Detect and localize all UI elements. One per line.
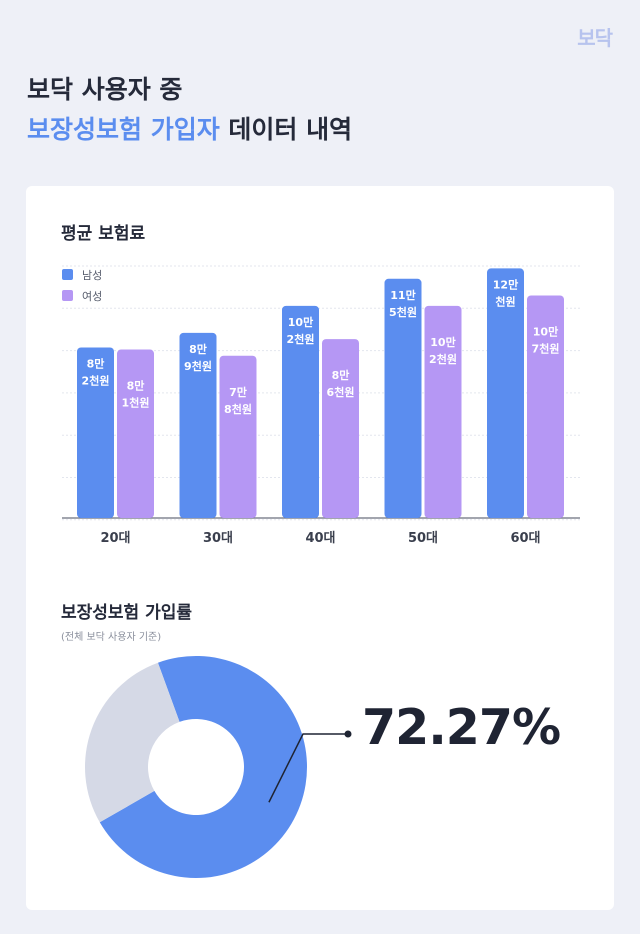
bar-value-label: 천원 (495, 294, 515, 308)
legend-item-female: 여성 (62, 285, 102, 306)
headline-accent: 보장성보험 가입자 (27, 115, 220, 144)
bar-value-label: 8만 (189, 342, 207, 356)
coverage-percentage: 72.27% (362, 699, 561, 756)
donut-slice-rest (84, 662, 180, 823)
bar-value-label: 10만 (533, 324, 558, 338)
donut-chart-subtitle: (전체 보닥 사용자 기준) (61, 632, 162, 643)
content-card: 평균 보험료 남성 여성 8만 2천원 8만 1천원 20대 8만 9천원 7만 8천원 30대 1… (26, 186, 614, 910)
bar-female-2 (219, 355, 257, 518)
headline-line2: 보장성보험 가입자 데이터 내역 (27, 110, 352, 150)
bar-chart-legend: 남성 여성 (62, 264, 102, 306)
brand-logo: 보닥 (577, 26, 613, 50)
bar-value-label: 11만 (390, 288, 415, 302)
bar-male-2 (179, 332, 217, 518)
bar-value-label: 1천원 (122, 396, 150, 410)
bar-female-5 (527, 295, 564, 518)
bar-male-3 (282, 305, 319, 518)
bar-value-label: 2천원 (429, 352, 457, 366)
bar-value-label: 8만 (87, 356, 105, 370)
headline: 보닥 사용자 중 보장성보험 가입자 데이터 내역 (27, 70, 352, 150)
bar-value-label: 2천원 (82, 373, 110, 387)
leader-dot (344, 730, 352, 738)
bar-male-4 (384, 278, 422, 518)
x-tick-label: 50대 (408, 531, 438, 546)
bar-value-label: 8천원 (224, 402, 252, 416)
legend-swatch-male (62, 269, 73, 280)
headline-rest: 데이터 내역 (219, 115, 353, 144)
legend-label-male: 남성 (82, 268, 103, 282)
bar-female-1 (117, 349, 154, 518)
x-tick-label: 20대 (100, 531, 130, 546)
bar-value-label: 9천원 (184, 359, 212, 373)
bar-value-label: 7천원 (532, 341, 560, 355)
bar-chart-title: 평균 보험료 (61, 224, 146, 244)
bar-value-label: 8만 (127, 379, 145, 393)
bar-value-label: 10만 (288, 315, 313, 329)
bar-value-label: 10만 (430, 335, 455, 349)
leader-line (268, 733, 348, 803)
bar-chart: 8만 2천원 8만 1천원 20대 8만 9천원 7만 8천원 30대 10만 2천원 8만 6천원 40대… (62, 265, 580, 546)
bar-female-4 (424, 305, 462, 518)
bar-male-1 (77, 347, 114, 518)
donut-slice-main (99, 655, 307, 878)
bar-value-label: 6천원 (327, 385, 355, 399)
headline-line1: 보닥 사용자 중 (27, 75, 183, 104)
bar-value-label: 12만 (493, 277, 518, 291)
legend-label-female: 여성 (82, 289, 103, 303)
donut-chart-title: 보장성보험 가입률 (61, 603, 193, 623)
bar-value-label: 8만 (332, 368, 350, 382)
legend-swatch-female (62, 290, 73, 301)
x-tick-label: 30대 (203, 531, 233, 546)
bar-value-label: 2천원 (287, 332, 315, 346)
x-tick-label: 40대 (305, 531, 335, 546)
bar-value-label: 7만 (229, 385, 247, 399)
bar-female-3 (322, 339, 359, 518)
x-tick-label: 60대 (510, 531, 540, 546)
bar-male-5 (487, 268, 524, 518)
legend-item-male: 남성 (62, 264, 102, 285)
bar-value-label: 5천원 (389, 305, 417, 319)
